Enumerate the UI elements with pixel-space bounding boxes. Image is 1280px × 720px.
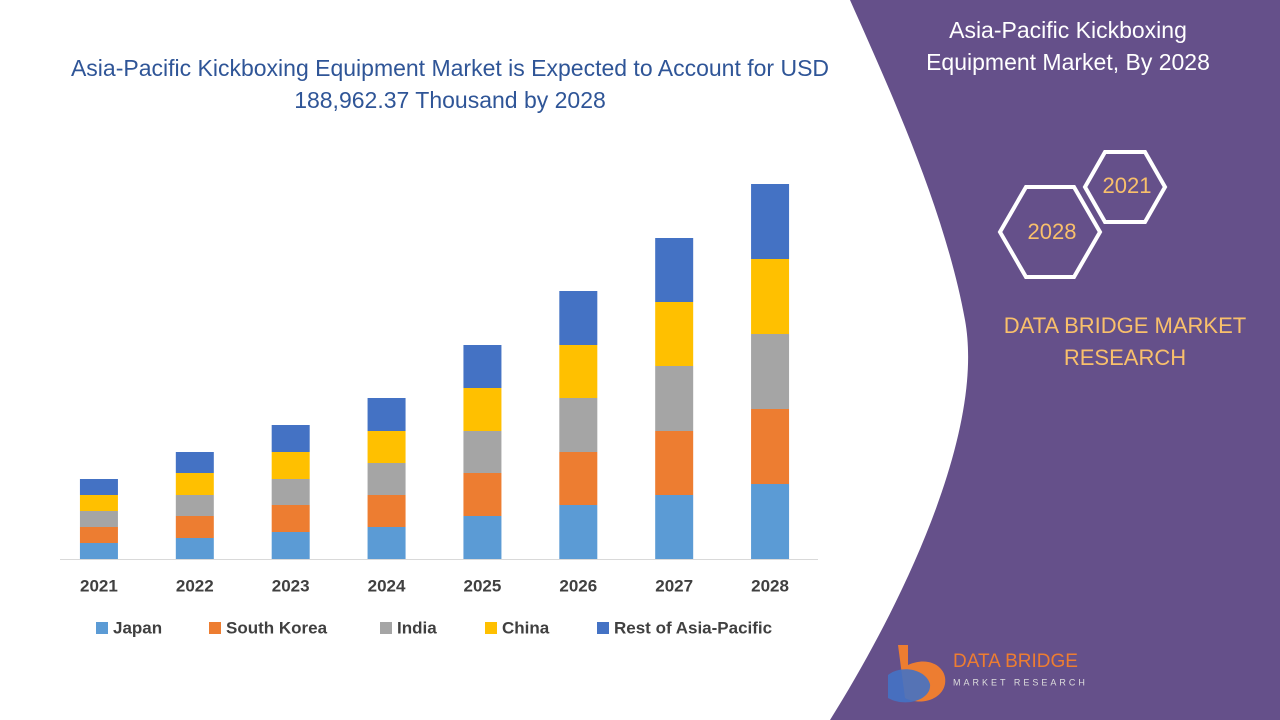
x-tick-label: 2022	[176, 576, 214, 595]
bar-segment	[751, 484, 790, 559]
hex-label: 2021	[1103, 173, 1152, 198]
bar-segment	[367, 398, 406, 431]
bar-segment	[79, 511, 118, 527]
logo-mark	[888, 669, 931, 703]
x-tick-label: 2023	[272, 576, 310, 595]
hexagon	[1082, 150, 1168, 224]
legend-label: Japan	[113, 618, 162, 637]
bar-segment	[559, 398, 598, 452]
bar-segment	[655, 495, 694, 559]
x-tick-label: 2027	[655, 576, 693, 595]
x-tick-label: 2028	[751, 576, 789, 595]
legend-label: Rest of Asia-Pacific	[614, 618, 772, 637]
bar-segment	[751, 409, 790, 484]
bar-segment	[271, 532, 310, 559]
legend-label: South Korea	[226, 618, 328, 637]
bar-segment	[175, 473, 214, 495]
bar-segment	[751, 184, 790, 259]
bar-segment	[271, 479, 310, 505]
bar-segment	[559, 345, 598, 398]
bar-segment	[463, 473, 502, 516]
legend-swatch	[96, 622, 108, 634]
panel-title: Asia-Pacific Kickboxing Equipment Market…	[926, 17, 1210, 75]
bar-segment	[751, 334, 790, 409]
legend-swatch	[380, 622, 392, 634]
bar-segment	[79, 527, 118, 543]
bar-segment	[79, 543, 118, 559]
hexagon	[997, 185, 1103, 279]
bar-segment	[175, 495, 214, 516]
brand-name: DATA BRIDGE MARKET RESEARCH	[1003, 313, 1247, 370]
bar-segment	[175, 452, 214, 473]
legend-label: China	[502, 618, 550, 637]
bar-segment	[559, 505, 598, 559]
logo-name: DATA BRIDGE	[953, 651, 1078, 672]
x-tick-label: 2026	[559, 576, 597, 595]
bar-segment	[79, 495, 118, 511]
bar-segment	[559, 291, 598, 345]
bar-segment	[463, 388, 502, 431]
bar-segment	[367, 463, 406, 495]
legend-swatch	[209, 622, 221, 634]
bar-segment	[463, 516, 502, 559]
bar-segment	[655, 366, 694, 431]
bar-segment	[367, 431, 406, 463]
chart-title: Asia-Pacific Kickboxing Equipment Market…	[70, 55, 830, 113]
bar-segment	[175, 538, 214, 559]
bar-segment	[271, 505, 310, 532]
bar-segment	[79, 479, 118, 495]
legend-label: India	[397, 618, 437, 637]
bar-segment	[175, 516, 214, 538]
x-tick-label: 2024	[368, 576, 406, 595]
x-tick-label: 2021	[80, 576, 118, 595]
bar-segment	[751, 259, 790, 334]
bar-segment	[367, 495, 406, 527]
hex-label: 2028	[1028, 219, 1077, 244]
bar-segment	[655, 431, 694, 495]
bar-segment	[655, 302, 694, 366]
bar-segment	[463, 431, 502, 473]
bar-segment	[559, 452, 598, 505]
logo-sub: MARKET RESEARCH	[953, 677, 1088, 687]
bar-segment	[367, 527, 406, 559]
bar-segment	[271, 452, 310, 479]
bar-segment	[655, 238, 694, 302]
x-tick-label: 2025	[464, 576, 502, 595]
legend-swatch	[597, 622, 609, 634]
side-panel-bg	[830, 0, 1280, 720]
legend-swatch	[485, 622, 497, 634]
bar-segment	[271, 425, 310, 452]
bar-segment	[463, 345, 502, 388]
